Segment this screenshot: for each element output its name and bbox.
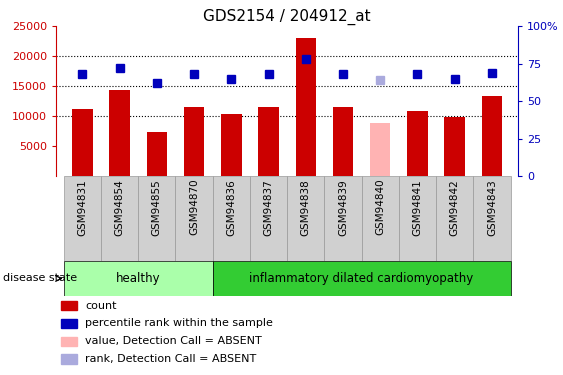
- Bar: [213, 176, 250, 261]
- Bar: [287, 176, 324, 261]
- Title: GDS2154 / 204912_at: GDS2154 / 204912_at: [203, 9, 371, 25]
- Text: inflammatory dilated cardiomyopathy: inflammatory dilated cardiomyopathy: [249, 272, 473, 285]
- Text: GSM94842: GSM94842: [450, 179, 459, 236]
- Bar: [221, 114, 242, 176]
- Bar: [64, 176, 101, 261]
- Bar: [109, 90, 130, 176]
- Text: disease state: disease state: [3, 273, 77, 284]
- Bar: [101, 176, 138, 261]
- Text: GSM94839: GSM94839: [338, 179, 348, 236]
- Bar: [436, 176, 473, 261]
- Bar: [444, 117, 465, 176]
- Bar: [250, 176, 287, 261]
- Bar: [146, 132, 167, 176]
- Bar: [399, 176, 436, 261]
- Bar: [407, 111, 428, 176]
- Bar: [258, 107, 279, 176]
- Text: GSM94840: GSM94840: [375, 179, 385, 236]
- Text: GSM94831: GSM94831: [77, 179, 87, 236]
- Text: GSM94837: GSM94837: [263, 179, 274, 236]
- Text: count: count: [85, 301, 117, 310]
- Bar: [176, 176, 213, 261]
- Bar: [64, 261, 213, 296]
- Text: healthy: healthy: [116, 272, 160, 285]
- Text: GSM94854: GSM94854: [115, 179, 124, 236]
- Text: GSM94836: GSM94836: [226, 179, 236, 236]
- Bar: [213, 261, 511, 296]
- Bar: [361, 176, 399, 261]
- Bar: [184, 107, 204, 176]
- Text: GSM94870: GSM94870: [189, 179, 199, 236]
- Bar: [296, 38, 316, 176]
- Text: GSM94838: GSM94838: [301, 179, 311, 236]
- Bar: [72, 109, 92, 176]
- Text: GSM94843: GSM94843: [487, 179, 497, 236]
- Bar: [370, 123, 391, 176]
- Text: percentile rank within the sample: percentile rank within the sample: [85, 318, 273, 328]
- Bar: [324, 176, 361, 261]
- Text: GSM94855: GSM94855: [152, 179, 162, 236]
- Bar: [61, 337, 77, 346]
- Bar: [333, 107, 353, 176]
- Bar: [138, 176, 176, 261]
- Text: rank, Detection Call = ABSENT: rank, Detection Call = ABSENT: [85, 354, 256, 364]
- Bar: [61, 354, 77, 364]
- Bar: [482, 96, 502, 176]
- Text: GSM94841: GSM94841: [413, 179, 422, 236]
- Bar: [61, 319, 77, 328]
- Text: value, Detection Call = ABSENT: value, Detection Call = ABSENT: [85, 336, 262, 346]
- Bar: [61, 301, 77, 310]
- Bar: [473, 176, 511, 261]
